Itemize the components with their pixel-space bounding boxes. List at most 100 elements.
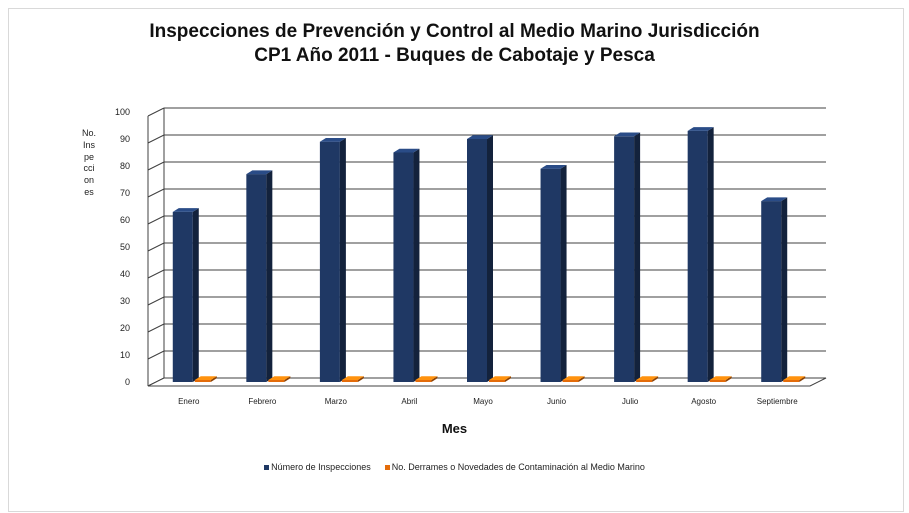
bar-derrames [783,376,806,382]
bar-derrames-side [725,376,732,382]
bar-derrames-top [709,376,732,380]
gridline-side [147,242,165,252]
bar-inspecciones-front [467,139,487,382]
bar-inspecciones-front [687,130,708,382]
bar-inspecciones-side [413,148,420,382]
bar-inspecciones-top [687,127,714,131]
bar-inspecciones [246,170,273,382]
bar-derrames [268,376,291,382]
y-tick-layer: 0 10 20 30 40 50 60 70 80 90 100 [115,107,130,387]
bar-derrames-top [636,376,659,380]
bar-inspecciones [614,132,641,382]
bar-derrames-top [268,376,291,380]
bar-inspecciones-front [761,201,782,382]
bar-inspecciones [467,135,493,382]
y-tick-label: 30 [120,296,130,306]
y-tick-label: 60 [120,215,130,225]
y-tick-label: 10 [120,350,130,360]
chart-frame [8,8,904,512]
bar-inspecciones-top [393,148,420,153]
legend-label-derrames: No. Derrames o Novedades de Contaminació… [391,462,645,472]
bar-inspecciones-top [467,135,493,139]
y-tick-label: 50 [120,242,130,252]
bar-derrames-front [415,380,432,382]
bar-inspecciones-top [172,208,199,212]
y-tick-label: 70 [120,188,130,198]
gridline-side [147,107,165,117]
gridline-side [147,161,165,171]
bar-derrames-side [210,376,217,382]
x-tick-label: Agosto [691,397,716,406]
bar-derrames-side [431,376,438,382]
bar-derrames-top [562,376,585,380]
bar-derrames [341,376,364,382]
y-tick-label: 0 [125,377,130,387]
bar-derrames [636,376,659,382]
bar-derrames-side [799,376,806,382]
bar-inspecciones-front [246,174,267,382]
y-tick-label: 80 [120,161,130,171]
bar-inspecciones [319,137,346,382]
x-tick-label: Abril [401,397,417,406]
x-tick-layer: Enero Febrero Marzo Abril Mayo Junio Julio Agos… [178,397,798,406]
gridline-side [147,269,165,279]
bar-derrames [489,376,511,382]
bar-inspecciones-side [560,164,567,382]
x-tick-label: Enero [178,397,200,406]
bar-inspecciones-front [393,152,414,382]
gridline-side [147,215,165,225]
y-tick-label: 100 [115,107,130,117]
bar-inspecciones [172,208,199,382]
gridline-side [147,323,165,333]
bar-derrames-side [357,376,364,382]
bar-inspecciones [393,148,420,382]
gridline-side [147,350,165,360]
legend-item-inspecciones: Número de Inspecciones [264,462,371,472]
bar-inspecciones [761,197,788,382]
bar-derrames-front [636,380,653,382]
legend-swatch-inspecciones [264,464,270,470]
bar-derrames-top [194,376,217,380]
bar-inspecciones-top [319,137,346,142]
legend-swatch-derrames [384,464,390,470]
bar-inspecciones-front [614,136,635,382]
x-tick-label: Julio [622,397,639,406]
bar-inspecciones [687,127,714,383]
bar-derrames-side [652,376,659,382]
bar-derrames-front [709,380,726,382]
bar-derrames-front [562,380,579,382]
bar-inspecciones-front [172,211,193,382]
x-tick-label: Marzo [325,397,348,406]
gridline-side [147,134,165,144]
gridline-side [147,188,165,198]
bar-inspecciones-side [266,170,273,382]
bar-inspecciones-top [614,132,641,137]
bar-derrames-top [415,376,438,380]
bar-derrames-side [505,376,511,382]
x-tick-label: Junio [547,397,567,406]
bar-derrames-front [268,380,285,382]
bar-inspecciones-side [634,132,641,382]
legend-label-inspecciones: Número de Inspecciones [271,462,371,472]
legend: Número de Inspecciones No. Derrames o No… [0,462,909,472]
bar-derrames-front [489,380,505,382]
bar-inspecciones-top [540,164,567,169]
bar-derrames-front [783,380,800,382]
bar-derrames-side [578,376,585,382]
bar-derrames-top [489,376,511,380]
bar-derrames-front [194,380,211,382]
y-axis-label: No. Inspecciones [82,128,97,197]
bar-inspecciones-side [781,197,788,382]
x-tick-label: Mayo [473,397,493,406]
bar-derrames [709,376,732,382]
bar-derrames-top [341,376,364,380]
bar-inspecciones-front [540,168,561,382]
bar-inspecciones-side [487,135,493,382]
bar-inspecciones-side [339,137,346,382]
bar-derrames [562,376,585,382]
y-tick-label: 90 [120,134,130,144]
gridline-side [147,296,165,306]
x-axis-label: Mes [441,421,468,436]
bar-derrames [194,376,217,382]
